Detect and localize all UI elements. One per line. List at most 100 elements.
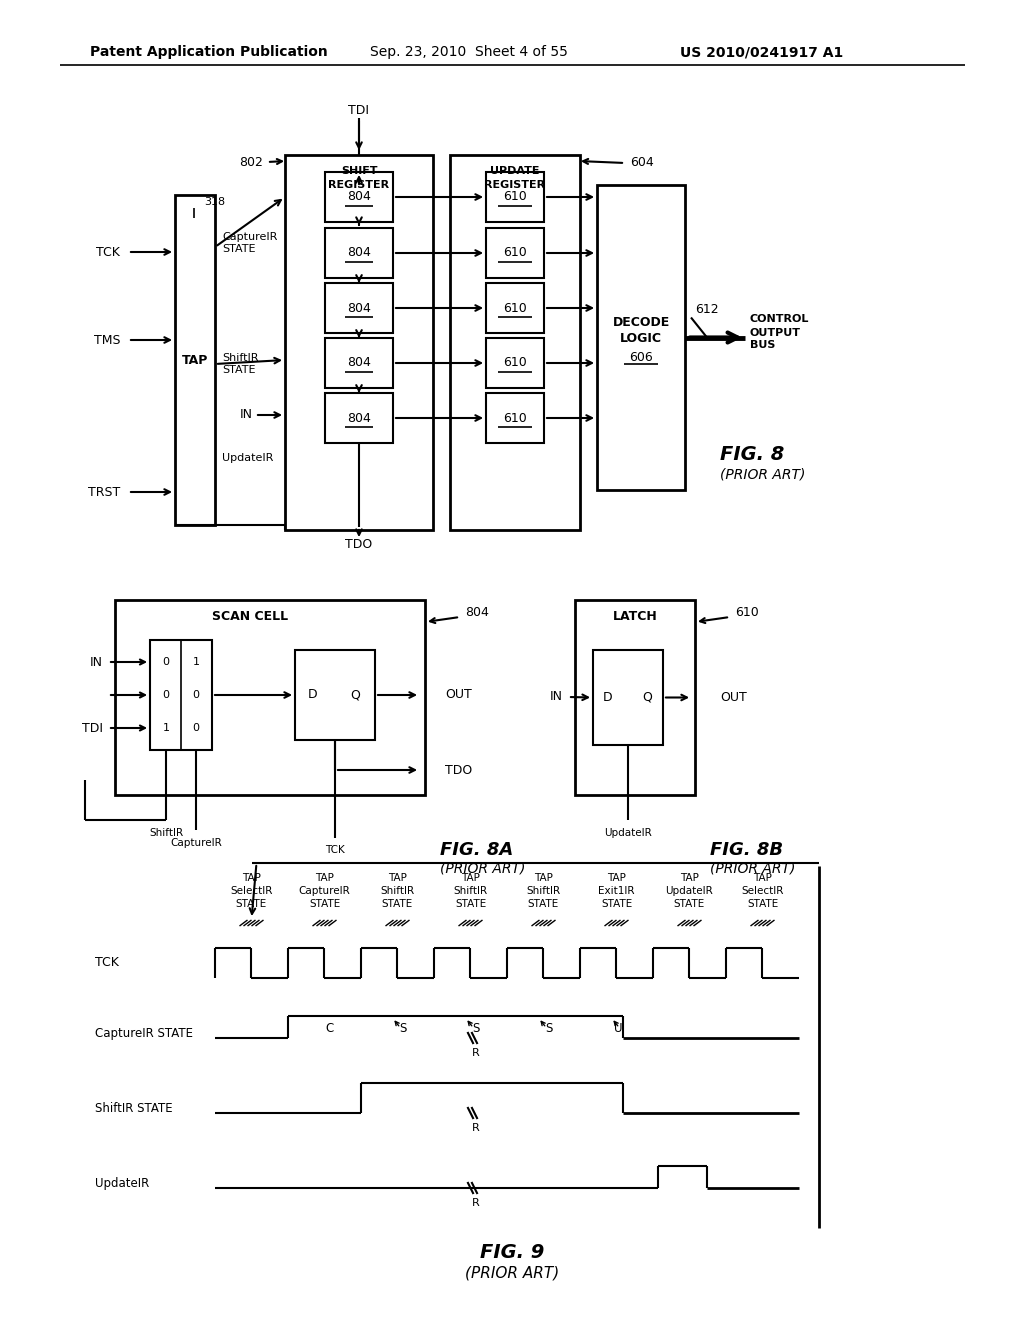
- Bar: [175, 195, 215, 525]
- Text: TAP: TAP: [753, 873, 772, 883]
- Text: S: S: [472, 1022, 479, 1035]
- Bar: [486, 282, 544, 333]
- Text: BUS: BUS: [750, 341, 775, 351]
- Text: TAP: TAP: [388, 873, 407, 883]
- Text: 610: 610: [503, 412, 527, 425]
- Text: STATE: STATE: [528, 899, 559, 909]
- Bar: [486, 393, 544, 444]
- Bar: [593, 649, 663, 744]
- Text: SCAN CELL: SCAN CELL: [212, 610, 288, 623]
- Bar: [486, 338, 544, 388]
- Text: 1: 1: [193, 657, 200, 667]
- Text: TRST: TRST: [88, 486, 120, 499]
- Text: IN: IN: [240, 408, 253, 421]
- Text: TCK: TCK: [95, 957, 119, 969]
- Text: TAP: TAP: [182, 354, 208, 367]
- Text: TAP: TAP: [315, 873, 334, 883]
- Text: TCK: TCK: [326, 845, 345, 855]
- Bar: [597, 185, 685, 490]
- Text: LOGIC: LOGIC: [620, 333, 662, 345]
- Text: 612: 612: [695, 304, 719, 315]
- Bar: [575, 601, 695, 795]
- Text: Q: Q: [350, 689, 360, 701]
- Text: UPDATE: UPDATE: [490, 166, 540, 176]
- Bar: [115, 601, 425, 795]
- Bar: [150, 640, 212, 750]
- Text: 610: 610: [503, 190, 527, 203]
- Text: Patent Application Publication: Patent Application Publication: [90, 45, 328, 59]
- Text: 1: 1: [163, 723, 170, 733]
- Text: UpdateIR: UpdateIR: [95, 1176, 150, 1189]
- Text: 804: 804: [347, 247, 371, 260]
- Text: Q: Q: [642, 690, 652, 704]
- Text: LATCH: LATCH: [612, 610, 657, 623]
- Text: ShiftIR STATE: ShiftIR STATE: [95, 1101, 173, 1114]
- Bar: [486, 172, 544, 222]
- Text: R: R: [472, 1199, 479, 1208]
- Text: 604: 604: [630, 157, 653, 169]
- Text: US 2010/0241917 A1: US 2010/0241917 A1: [680, 45, 843, 59]
- Bar: [486, 228, 544, 279]
- Text: CaptureIR: CaptureIR: [299, 886, 350, 896]
- Text: TAP: TAP: [242, 873, 261, 883]
- Text: ShiftIR: ShiftIR: [222, 352, 258, 363]
- Text: STATE: STATE: [746, 899, 778, 909]
- Bar: [325, 172, 393, 222]
- Text: STATE: STATE: [674, 899, 706, 909]
- Text: OUT: OUT: [445, 689, 472, 701]
- Text: OUTPUT: OUTPUT: [750, 327, 801, 338]
- Text: (PRIOR ART): (PRIOR ART): [465, 1266, 559, 1280]
- Bar: [325, 393, 393, 444]
- Text: 610: 610: [503, 356, 527, 370]
- Text: D: D: [308, 689, 317, 701]
- Text: TAP: TAP: [461, 873, 480, 883]
- Text: U: U: [614, 1022, 623, 1035]
- Text: 804: 804: [347, 356, 371, 370]
- Text: 804: 804: [465, 606, 488, 619]
- Text: Exit1IR: Exit1IR: [598, 886, 635, 896]
- Text: STATE: STATE: [222, 244, 256, 253]
- Text: 0: 0: [163, 657, 170, 667]
- Text: IN: IN: [90, 656, 103, 668]
- Text: 0: 0: [193, 690, 200, 700]
- Text: STATE: STATE: [382, 899, 413, 909]
- Text: CaptureIR: CaptureIR: [170, 838, 222, 847]
- Text: UpdateIR: UpdateIR: [666, 886, 714, 896]
- Text: CaptureIR STATE: CaptureIR STATE: [95, 1027, 193, 1040]
- Text: Sep. 23, 2010  Sheet 4 of 55: Sep. 23, 2010 Sheet 4 of 55: [370, 45, 568, 59]
- Text: C: C: [326, 1022, 334, 1035]
- Text: UpdateIR: UpdateIR: [222, 453, 273, 463]
- Text: 804: 804: [347, 190, 371, 203]
- Bar: [450, 154, 580, 531]
- Text: STATE: STATE: [222, 366, 256, 375]
- Text: TAP: TAP: [607, 873, 626, 883]
- Text: 318: 318: [204, 197, 225, 207]
- Text: FIG. 8A: FIG. 8A: [440, 841, 513, 859]
- Text: TAP: TAP: [680, 873, 699, 883]
- Text: SelectIR: SelectIR: [230, 886, 272, 896]
- Text: UpdateIR: UpdateIR: [604, 828, 652, 838]
- Text: 610: 610: [735, 606, 759, 619]
- Text: TAP: TAP: [535, 873, 553, 883]
- Text: TDI: TDI: [82, 722, 103, 734]
- Text: STATE: STATE: [601, 899, 632, 909]
- Text: ShiftIR: ShiftIR: [381, 886, 415, 896]
- Text: STATE: STATE: [309, 899, 340, 909]
- Text: CaptureIR: CaptureIR: [222, 232, 278, 242]
- Text: STATE: STATE: [236, 899, 267, 909]
- Text: 0: 0: [193, 723, 200, 733]
- Text: 0: 0: [163, 690, 170, 700]
- Bar: [325, 338, 393, 388]
- Text: SHIFT: SHIFT: [341, 166, 377, 176]
- Text: 802: 802: [240, 156, 263, 169]
- Text: ShiftIR: ShiftIR: [148, 828, 183, 838]
- Text: FIG. 8: FIG. 8: [720, 446, 784, 465]
- Text: TDO: TDO: [445, 763, 472, 776]
- Bar: [325, 282, 393, 333]
- Text: DECODE: DECODE: [612, 315, 670, 329]
- Text: ShiftIR: ShiftIR: [454, 886, 487, 896]
- Text: (PRIOR ART): (PRIOR ART): [440, 862, 525, 876]
- Text: 804: 804: [347, 301, 371, 314]
- Bar: [285, 154, 433, 531]
- Text: (PRIOR ART): (PRIOR ART): [710, 862, 796, 876]
